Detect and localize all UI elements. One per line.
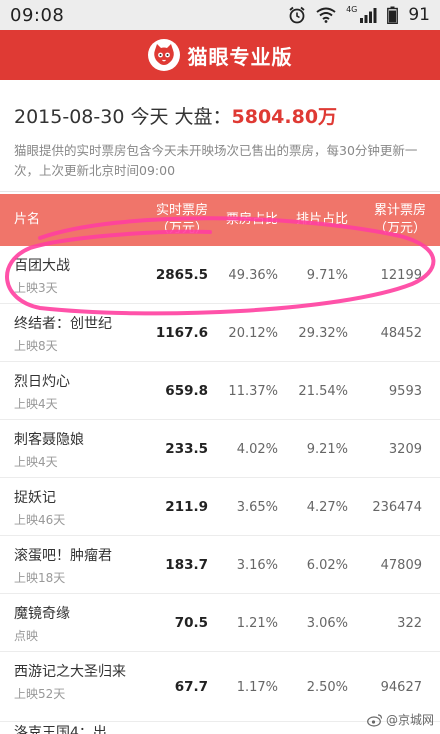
seat-share: 9.21%	[306, 441, 348, 457]
table-row[interactable]: 西游记之大圣归来 上映52天 67.7 1.17% 2.50% 94627	[0, 652, 440, 722]
realtime-box-office: 659.8	[165, 383, 208, 399]
movie-title: 西游记之大圣归来 上映52天	[14, 663, 136, 704]
movie-name: 魔镜奇缘	[14, 606, 70, 622]
release-days: 上映18天	[14, 571, 66, 585]
table-row[interactable]: 滚蛋吧！肿瘤君 上映18天 183.7 3.16% 6.02% 47809	[0, 536, 440, 594]
header-box-office-unit: （万元）	[155, 221, 208, 236]
status-icons: 4G 91	[288, 5, 430, 25]
seat-share: 9.71%	[306, 267, 348, 283]
cumulative-box-office: 236474	[372, 499, 422, 515]
box-share: 3.16%	[236, 557, 278, 573]
realtime-box-office: 183.7	[165, 557, 208, 573]
app-title: 猫眼专业版	[187, 44, 293, 69]
movie-name: 捉妖记	[14, 490, 56, 506]
movie-title: 终结者：创世纪 上映8天	[14, 315, 144, 356]
release-days: 上映3天	[14, 281, 58, 295]
table-row[interactable]: 百团大战上映3天 2865.5 49.36% 9.71% 12199	[0, 246, 440, 304]
watermark-text: @京城网	[385, 713, 434, 727]
summary-date-line: 2015-08-30 今天 大盘：5804.80万	[14, 102, 426, 129]
seat-share: 6.02%	[306, 557, 348, 573]
status-bar: 09:08 4G 91	[0, 0, 440, 30]
seat-share: 3.06%	[306, 615, 348, 631]
realtime-box-office: 2865.5	[155, 267, 208, 283]
table-row[interactable]: 烈日灼心上映4天 659.8 11.37% 21.54% 9593	[0, 362, 440, 420]
release-days: 上映4天	[14, 397, 58, 411]
header-box-office[interactable]: 实时票房 （万元）	[156, 194, 208, 246]
box-share: 20.12%	[228, 325, 278, 341]
movie-title: 烈日灼心上映4天	[14, 373, 144, 414]
seat-share: 4.27%	[306, 499, 348, 515]
summary-description: 猫眼提供的实时票房包含今天未开映场次已售出的票房，每30分钟更新一次，上次更新北…	[14, 143, 418, 178]
table-row[interactable]: 捉妖记上映46天 211.9 3.65% 4.27% 236474	[0, 478, 440, 536]
movie-name: 烈日灼心	[14, 374, 70, 390]
summary-total: 5804.80万	[231, 106, 338, 128]
header-name[interactable]: 片名	[14, 212, 41, 227]
realtime-box-office: 1167.6	[155, 325, 208, 341]
movie-title: 刺客聂隐娘上映4天	[14, 431, 144, 472]
header-seat-share[interactable]: 排片占比	[295, 212, 348, 227]
cumulative-box-office: 12199	[380, 267, 422, 283]
realtime-box-office: 67.7	[174, 679, 208, 695]
table-row[interactable]: 刺客聂隐娘上映4天 233.5 4.02% 9.21% 3209	[0, 420, 440, 478]
header-box-share[interactable]: 票房占比	[225, 212, 278, 227]
cumulative-box-office: 322	[397, 615, 422, 631]
release-days: 上映46天	[14, 513, 66, 527]
seat-share: 2.50%	[306, 679, 348, 695]
header-cumulative-unit: （万元）	[373, 221, 426, 236]
cumulative-box-office: 48452	[380, 325, 422, 341]
movie-name: 终结者：创世纪	[14, 316, 112, 332]
summary-date: 2015-08-30 今天 大盘：	[14, 106, 232, 128]
box-share: 49.36%	[228, 267, 278, 283]
table-row[interactable]: 魔镜奇缘点映 70.5 1.21% 3.06% 322	[0, 594, 440, 652]
movie-name: 滚蛋吧！肿瘤君	[14, 548, 112, 564]
app-logo: 猫眼专业版	[147, 39, 293, 71]
signal-icon	[360, 8, 377, 23]
movie-name: 刺客聂隐娘	[14, 432, 84, 448]
cat-logo-icon	[147, 39, 180, 71]
release-days: 上映52天	[14, 687, 66, 701]
battery-icon	[387, 6, 399, 24]
release-days: 上映8天	[14, 339, 58, 353]
watermark: @京城网	[367, 711, 434, 728]
cumulative-box-office: 9593	[388, 383, 422, 399]
release-days: 上映4天	[14, 455, 58, 469]
movie-title: 百团大战上映3天	[14, 257, 144, 298]
box-share: 4.02%	[236, 441, 278, 457]
table-header: 片名 实时票房 （万元） 票房占比 排片占比 累计票房 （万元）	[0, 194, 440, 246]
cumulative-box-office: 3209	[388, 441, 422, 457]
header-cumulative[interactable]: 累计票房 （万元）	[374, 194, 426, 246]
movie-title: 捉妖记上映46天	[14, 489, 144, 530]
box-share: 1.17%	[236, 679, 278, 695]
box-share: 3.65%	[236, 499, 278, 515]
cumulative-box-office: 94627	[380, 679, 422, 695]
movie-name: 西游记之大圣归来	[14, 664, 126, 680]
box-share: 11.37%	[228, 383, 278, 399]
table-row[interactable]: 终结者：创世纪 上映8天 1167.6 20.12% 29.32% 48452	[0, 304, 440, 362]
movie-title: 滚蛋吧！肿瘤君 上映18天	[14, 547, 144, 588]
header-box-office-label: 实时票房	[155, 203, 208, 218]
seat-share: 21.54%	[298, 383, 348, 399]
status-time: 09:08	[10, 4, 65, 26]
movie-title: 魔镜奇缘 点映	[14, 605, 144, 646]
realtime-box-office: 233.5	[165, 441, 208, 457]
summary-section: 2015-08-30 今天 大盘：5804.80万 猫眼提供的实时票房包含今天未…	[0, 80, 440, 192]
realtime-box-office: 211.9	[165, 499, 208, 515]
seat-share: 29.32%	[298, 325, 348, 341]
release-days: 点映	[14, 629, 39, 643]
header-cumulative-label: 累计票房	[373, 203, 426, 218]
realtime-box-office: 70.5	[174, 615, 208, 631]
wifi-icon	[316, 7, 336, 23]
battery-level: 91	[408, 5, 430, 25]
alarm-icon	[289, 6, 305, 24]
app-header: 猫眼专业版	[0, 30, 440, 80]
cumulative-box-office: 47809	[380, 557, 422, 573]
network-type: 4G	[346, 4, 358, 14]
movie-name: 百团大战	[14, 258, 70, 274]
weibo-icon	[367, 713, 383, 727]
box-share: 1.21%	[236, 615, 278, 631]
partial-row-title[interactable]: 洛克王国4：出	[14, 725, 107, 734]
movie-list: 百团大战上映3天 2865.5 49.36% 9.71% 12199 终结者：创…	[0, 246, 440, 722]
